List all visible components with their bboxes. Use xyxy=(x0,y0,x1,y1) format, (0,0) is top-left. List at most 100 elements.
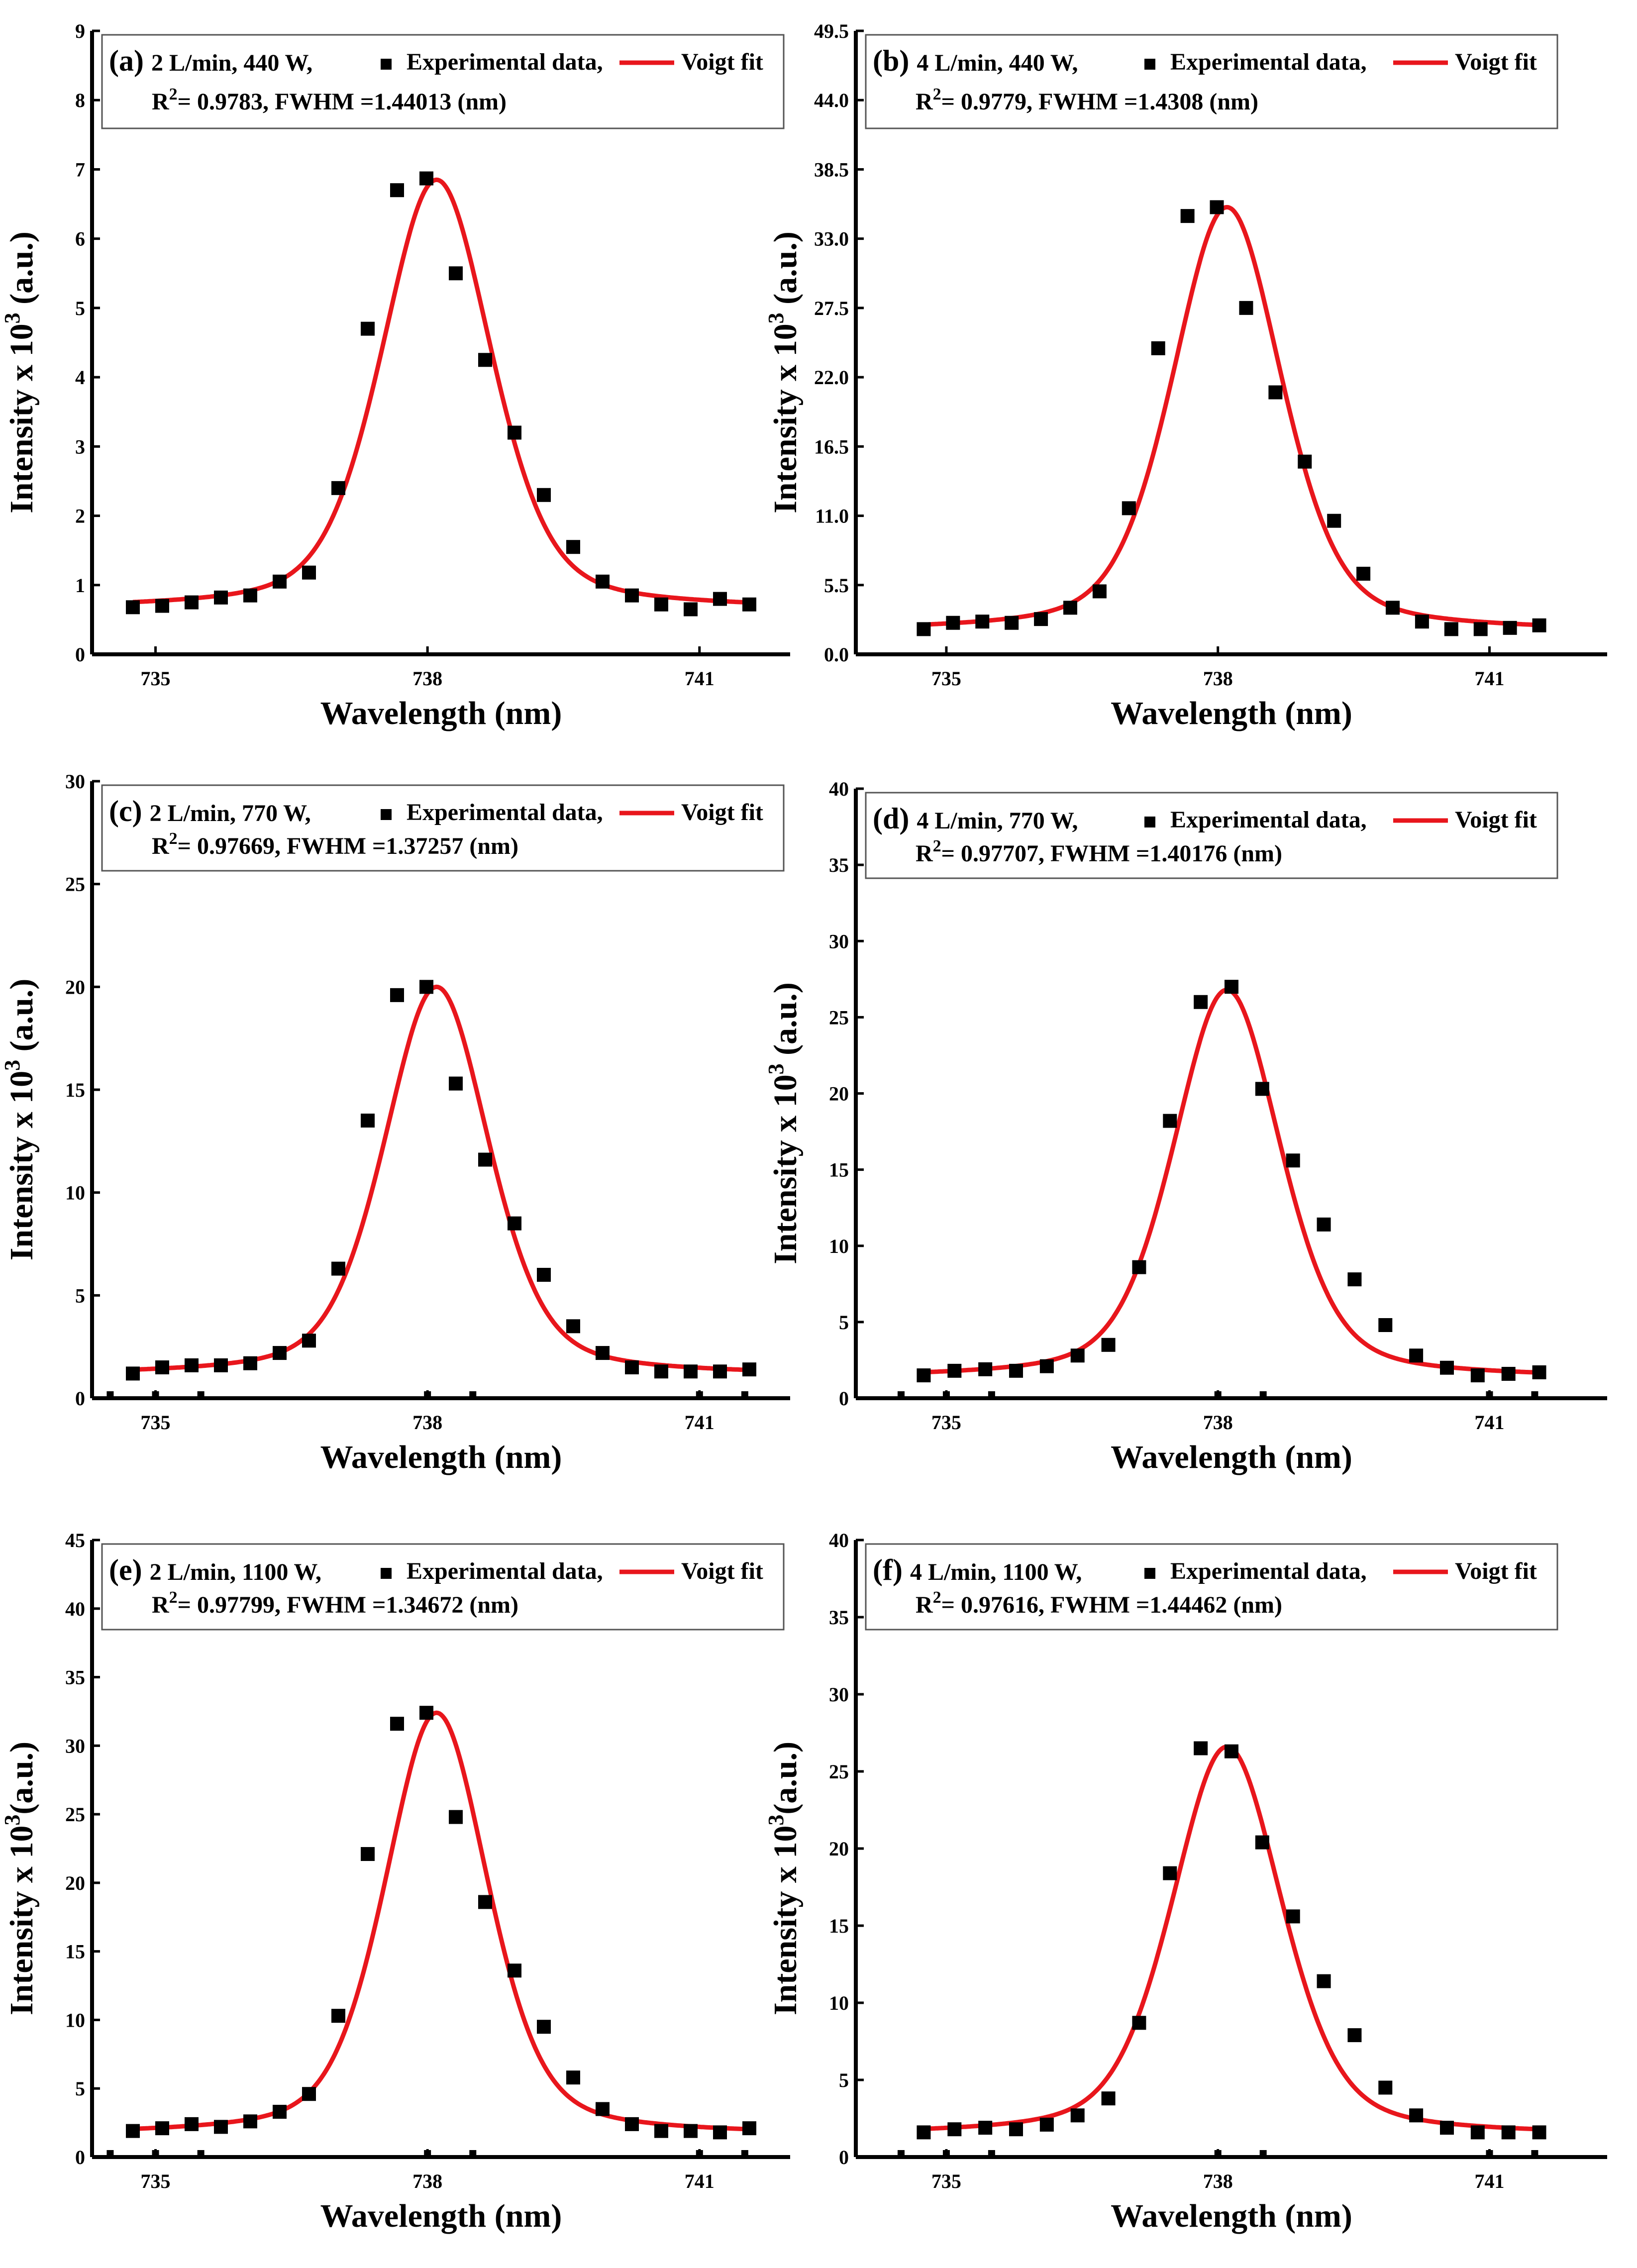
y-axis-title-exponent: 3 xyxy=(764,312,788,323)
y-axis-title-unit: (a.u.) xyxy=(3,979,40,1060)
x-tick-label: 741 xyxy=(685,1411,715,1434)
y-tick-label: 25 xyxy=(65,873,85,896)
voigt-fit-line xyxy=(132,984,750,1372)
y-axis-title: Intensity x 103 (a.u.) xyxy=(764,982,804,1264)
panel-a: 0 1 2 3 4 5 6 7 8 9 735 738 741 Wavelength (nm) Intens… xyxy=(0,20,790,731)
baseline-marker xyxy=(1486,2150,1493,2157)
y-tick-label: 16.5 xyxy=(814,435,849,458)
experimental-point xyxy=(390,1717,404,1731)
experimental-point xyxy=(155,599,169,613)
experimental-point xyxy=(155,2121,169,2136)
experimental-point xyxy=(331,481,345,495)
legend-experimental-marker xyxy=(381,59,392,70)
y-tick-label: 30 xyxy=(65,1735,85,1757)
experimental-point xyxy=(1194,1741,1208,1755)
experimental-point xyxy=(684,1364,698,1379)
experimental-point xyxy=(1163,1866,1177,1880)
experimental-point xyxy=(449,1076,463,1091)
experimental-point xyxy=(1503,620,1517,635)
experimental-point xyxy=(625,1360,639,1374)
y-tick-label: 40 xyxy=(65,1598,85,1620)
baseline-marker xyxy=(1531,2150,1538,2157)
panel-label: (e) xyxy=(109,1553,150,1586)
x-tick-label: 738 xyxy=(412,2170,442,2192)
experimental-point xyxy=(1063,601,1077,615)
legend-fit-label: Voigt fit xyxy=(1455,49,1537,75)
fit-stats-values: = 0.97616, FWHM =1.44462 (nm) xyxy=(941,1592,1282,1618)
x-tick-label: 738 xyxy=(1203,667,1233,690)
experimental-point xyxy=(1225,980,1238,994)
r-squared-symbol: R xyxy=(916,1592,933,1618)
experimental-point xyxy=(1101,2091,1116,2106)
experimental-point xyxy=(713,1364,727,1379)
legend-line-1: (a) 2 L/min, 440 W, xyxy=(109,44,312,77)
panel-e: 0 5 10 15 20 25 30 35 40 45 735 738 741 Wavelength (n… xyxy=(0,1529,790,2234)
baseline-marker xyxy=(1214,1391,1222,1398)
y-tick-label: 44.0 xyxy=(814,89,849,111)
r-squared-symbol: R xyxy=(152,1592,170,1618)
legend-experimental-marker xyxy=(381,809,392,820)
experimental-point xyxy=(360,1114,375,1128)
experimental-point xyxy=(213,590,228,605)
experimental-point xyxy=(1327,514,1341,528)
y-tick-label: 20 xyxy=(829,1083,849,1105)
y-axis-title-main: Intensity x 10 xyxy=(3,1071,40,1260)
experimental-point xyxy=(508,1216,522,1231)
experimental-point xyxy=(449,266,463,281)
experimental-point xyxy=(1532,1365,1546,1379)
experimental-point xyxy=(596,574,610,589)
y-axis-title: Intensity x 103 (a.u.) xyxy=(0,231,40,514)
y-tick-label: 20 xyxy=(65,976,85,998)
experimental-point xyxy=(508,1963,522,1978)
y-tick-label: 30 xyxy=(829,930,849,952)
experimental-point xyxy=(331,2009,345,2023)
y-axis-title-main: Intensity x 10 xyxy=(767,1074,804,1264)
y-tick-label: 30 xyxy=(65,770,85,793)
experimental-point xyxy=(1470,2125,1485,2140)
y-tick-label: 0.0 xyxy=(824,643,849,666)
baseline-marker xyxy=(942,1391,950,1398)
experimental-point xyxy=(302,565,316,580)
y-tick-label: 3 xyxy=(75,435,85,458)
y-tick-label: 35 xyxy=(829,854,849,876)
experimental-point xyxy=(302,1334,316,1348)
r-squared-symbol: R xyxy=(916,840,933,867)
y-axis-title: Intensity x 103(a.u.) xyxy=(0,1742,40,2015)
experimental-point xyxy=(478,1152,493,1167)
experimental-point xyxy=(1210,200,1224,214)
panel-c: 0 5 10 15 20 25 30 735 738 741 Wavelength (nm) Inte… xyxy=(0,770,790,1475)
experimental-point xyxy=(1163,1114,1177,1128)
legend-fit-stats: R2= 0.9779, FWHM =1.4308 (nm) xyxy=(916,85,1258,115)
y-tick-label: 25 xyxy=(829,1006,849,1029)
legend-box xyxy=(101,1543,785,1631)
legend-experimental-marker xyxy=(381,1568,392,1579)
y-tick-label: 2 xyxy=(75,505,85,527)
legend-experimental-label: Experimental data, xyxy=(407,799,603,825)
y-tick-label: 27.5 xyxy=(814,297,849,319)
x-tick-label: 735 xyxy=(141,667,171,690)
experimental-point xyxy=(1473,622,1488,636)
y-tick-label: 5 xyxy=(839,2069,849,2091)
experimental-point xyxy=(184,595,199,610)
y-tick-label: 40 xyxy=(829,1529,849,1551)
y-tick-label: 5 xyxy=(75,2077,85,2100)
voigt-fit-line xyxy=(132,1710,750,2132)
experimental-point xyxy=(1317,1217,1331,1232)
y-axis-title-exponent: 3 xyxy=(0,1060,24,1071)
y-axis-title-unit: (a.u.) xyxy=(767,982,804,1063)
y-axis-title-main: Intensity x 10 xyxy=(3,1826,40,2015)
legend-line-1: (b) 4 L/min, 440 W, xyxy=(873,44,1078,77)
baseline-marker xyxy=(988,1391,995,1398)
panel-condition: 4 L/min, 770 W, xyxy=(917,808,1078,834)
experimental-point xyxy=(1005,616,1019,630)
experimental-point xyxy=(1225,1744,1238,1758)
y-tick-label: 15 xyxy=(65,1079,85,1101)
y-tick-label: 20 xyxy=(829,1838,849,1860)
baseline-marker xyxy=(469,1391,477,1398)
y-axis-title-unit: (a.u.) xyxy=(3,231,40,312)
y-axis-title: Intensity x 103 (a.u.) xyxy=(764,231,804,514)
voigt-fit-line xyxy=(923,987,1539,1375)
baseline-marker xyxy=(1214,2150,1222,2157)
experimental-point xyxy=(654,1364,669,1379)
